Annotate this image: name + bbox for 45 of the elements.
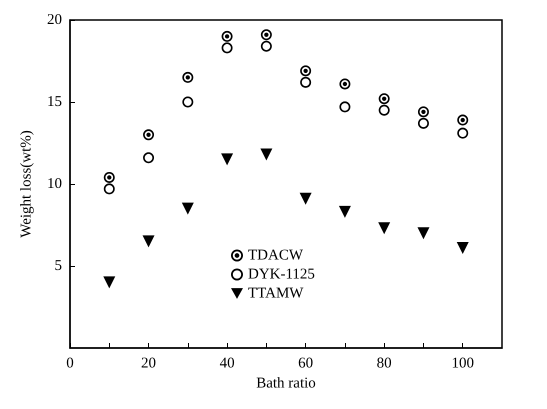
point bbox=[103, 276, 116, 288]
point bbox=[222, 42, 233, 54]
point bbox=[378, 222, 390, 234]
point bbox=[457, 114, 468, 126]
point bbox=[339, 78, 350, 90]
point bbox=[260, 29, 272, 40]
x-tick-label: 80 bbox=[376, 356, 392, 372]
y-axis-title: Weight loss(wt%) bbox=[18, 130, 34, 238]
point bbox=[418, 118, 429, 129]
point bbox=[104, 172, 115, 183]
point bbox=[417, 227, 430, 240]
x-tick-label: 0 bbox=[66, 356, 74, 372]
y-tick-label: 15 bbox=[47, 94, 62, 110]
x-tick-label: 100 bbox=[451, 356, 474, 372]
point bbox=[300, 76, 312, 88]
y-tick-label: 5 bbox=[54, 258, 62, 274]
point bbox=[339, 101, 350, 112]
y-tick-label: 10 bbox=[47, 176, 62, 192]
legend-label: DYK-1125 bbox=[248, 266, 315, 282]
point bbox=[182, 202, 194, 215]
point bbox=[378, 93, 390, 104]
point bbox=[300, 65, 312, 76]
x-axis-title: Bath ratio bbox=[256, 376, 316, 392]
point bbox=[221, 153, 234, 166]
point bbox=[418, 106, 429, 118]
y-tick-label: 20 bbox=[47, 12, 62, 28]
point bbox=[300, 192, 312, 205]
point bbox=[104, 183, 115, 194]
point bbox=[457, 128, 468, 139]
point bbox=[260, 148, 272, 160]
point bbox=[222, 30, 233, 42]
point bbox=[142, 235, 155, 248]
point bbox=[456, 242, 469, 254]
point bbox=[260, 40, 272, 52]
point bbox=[182, 96, 194, 108]
legend-label: TDACW bbox=[248, 248, 304, 264]
point bbox=[143, 129, 154, 140]
legend-label: TTAMW bbox=[248, 286, 304, 302]
x-tick-label: 60 bbox=[298, 356, 314, 372]
x-tick-label: 20 bbox=[141, 356, 156, 372]
point bbox=[182, 72, 194, 83]
x-tick-label: 40 bbox=[220, 356, 235, 372]
point bbox=[338, 206, 351, 218]
point bbox=[378, 104, 390, 116]
point bbox=[143, 152, 154, 164]
